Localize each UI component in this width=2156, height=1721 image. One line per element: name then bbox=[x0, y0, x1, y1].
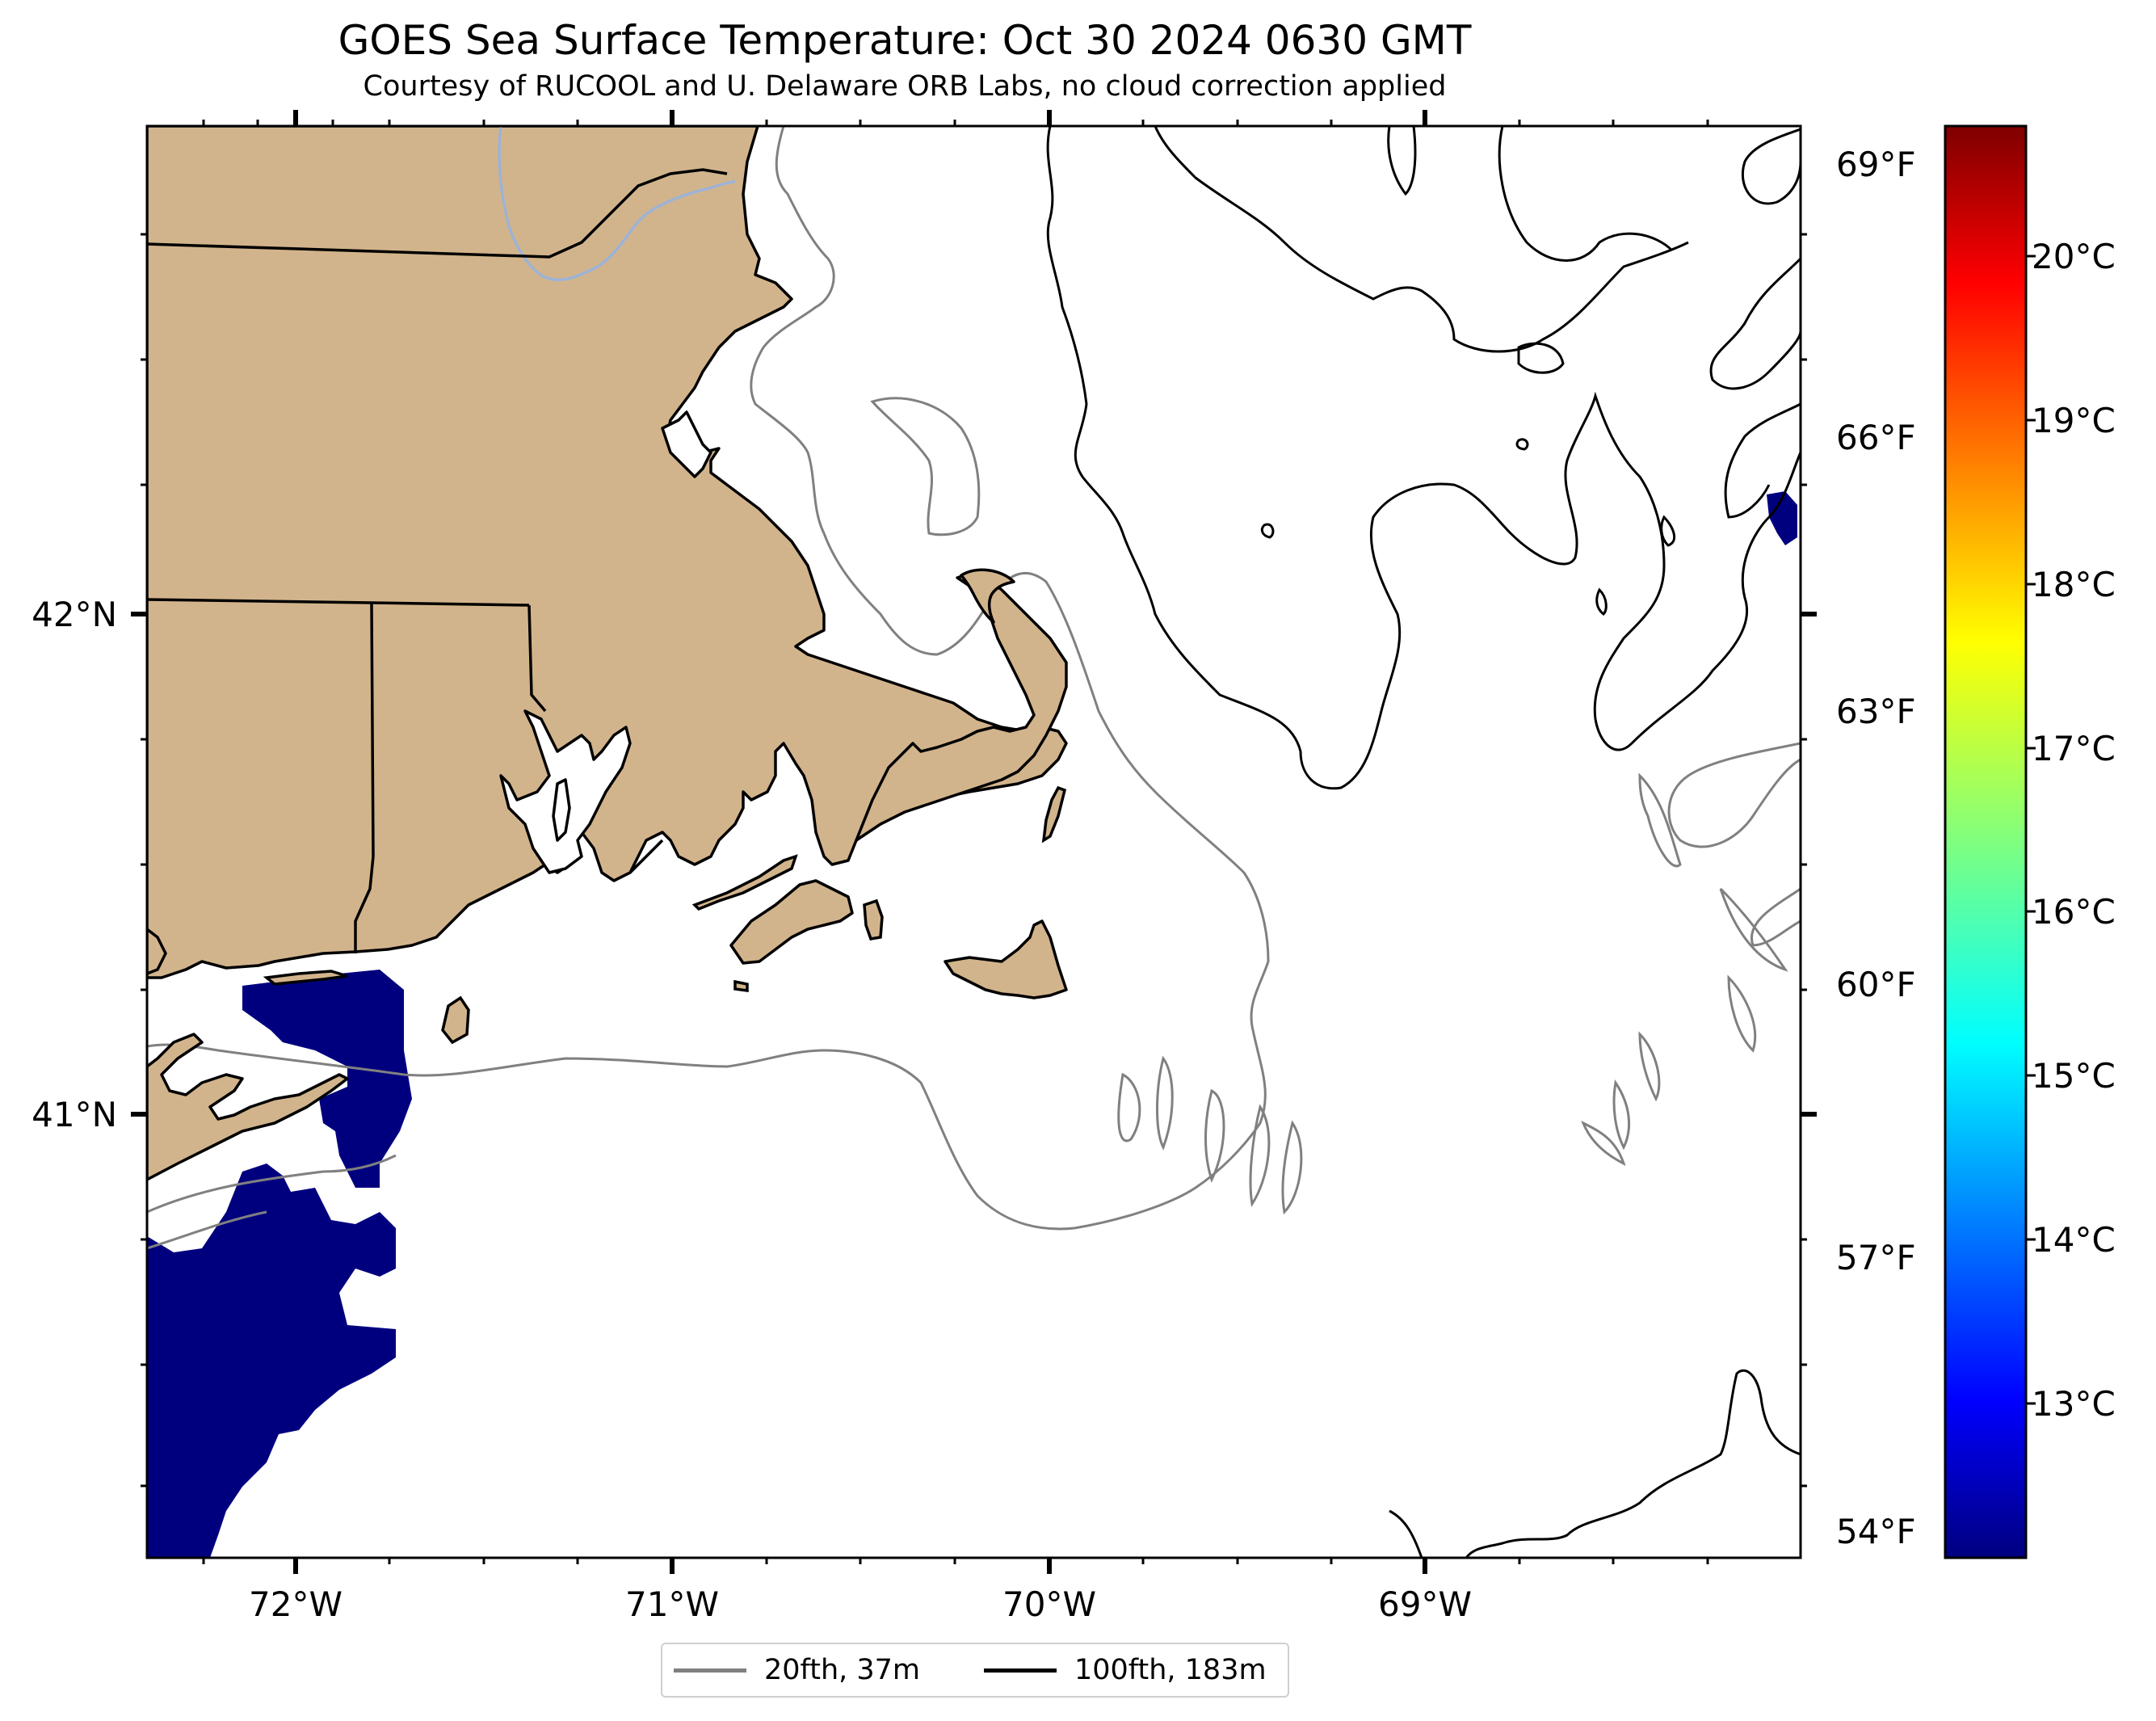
colorbar: 20°C 19°C 18°C 17°C 16°C 15°C 14°C 13°C bbox=[1944, 124, 2116, 1559]
lon-label-69w: 69°W bbox=[1378, 1584, 1472, 1624]
degf-label-69: 69°F bbox=[1836, 145, 1916, 184]
lon-label-72w: 72°W bbox=[249, 1584, 343, 1624]
contour-20fth bbox=[147, 126, 1801, 1250]
legend-label-100fth: 100fth, 183m bbox=[1074, 1654, 1267, 1686]
sst-pixels-south bbox=[147, 1163, 396, 1558]
state-boundaries bbox=[147, 168, 728, 953]
map-area bbox=[147, 126, 1801, 1558]
legend: 20fth, 37m 100fth, 183m bbox=[661, 1643, 1289, 1698]
map-subtitle: Courtesy of RUCOOL and U. Delaware ORB L… bbox=[363, 70, 1447, 103]
land-cape-hook bbox=[960, 568, 1015, 624]
boston-harbor bbox=[661, 410, 712, 478]
connecticut-river bbox=[498, 126, 736, 282]
fahrenheit-scale: 69°F 66°F 63°F 60°F 57°F 54°F bbox=[1836, 145, 1916, 1551]
degc-label-19: 19°C bbox=[2032, 401, 2116, 440]
land-small-island bbox=[733, 979, 749, 992]
degc-label-17: 17°C bbox=[2032, 729, 2116, 768]
degc-label-16: 16°C bbox=[2032, 892, 2116, 932]
land-nantucket bbox=[944, 919, 1068, 999]
degc-label-14: 14°C bbox=[2032, 1220, 2116, 1260]
bays bbox=[499, 410, 712, 874]
legend-line-black bbox=[984, 1668, 1057, 1673]
degf-label-66: 66°F bbox=[1836, 418, 1916, 457]
axis-ticks bbox=[131, 110, 1817, 1574]
land-chappaquiddick bbox=[863, 898, 884, 940]
map-frame bbox=[145, 124, 1802, 1559]
bay-island-a bbox=[552, 778, 571, 842]
degf-label-57: 57°F bbox=[1836, 1238, 1916, 1277]
lat-label-42n: 42°N bbox=[32, 595, 117, 634]
land-monomoy bbox=[1041, 785, 1067, 844]
land-elizabeth-islands bbox=[691, 854, 798, 911]
sst-pixels-east-patch bbox=[1767, 491, 1797, 545]
land-cape-cod bbox=[855, 572, 1068, 842]
sst-cold-pixels bbox=[147, 491, 1797, 1558]
sst-pixels-long-island-sound bbox=[242, 970, 412, 1188]
land-marthas-vineyard bbox=[729, 879, 854, 965]
degc-label-13: 13°C bbox=[2032, 1384, 2116, 1424]
land bbox=[147, 126, 1068, 1181]
degc-label-15: 15°C bbox=[2032, 1056, 2116, 1096]
lon-label-70w: 70°W bbox=[1002, 1584, 1096, 1624]
land-ny-ct-shore bbox=[147, 927, 167, 975]
lon-label-71w: 71°W bbox=[625, 1584, 719, 1624]
land-long-island bbox=[147, 1033, 349, 1181]
legend-item-20fth: 20fth, 37m bbox=[674, 1644, 920, 1696]
legend-label-20fth: 20fth, 37m bbox=[764, 1654, 921, 1686]
degc-label-18: 18°C bbox=[2032, 565, 2116, 604]
map-title: GOES Sea Surface Temperature: Oct 30 202… bbox=[338, 17, 1472, 64]
degf-label-63: 63°F bbox=[1836, 692, 1916, 731]
legend-line-gray bbox=[674, 1668, 746, 1673]
lat-label-41n: 41°N bbox=[32, 1095, 117, 1134]
degf-label-60: 60°F bbox=[1836, 965, 1916, 1004]
land-fishers-island bbox=[263, 970, 348, 986]
degc-label-20: 20°C bbox=[2032, 237, 2116, 276]
degf-label-54: 54°F bbox=[1836, 1512, 1916, 1551]
contour-100fth bbox=[1046, 126, 1801, 1558]
buzzards-bay-shore bbox=[628, 839, 664, 874]
land-block-island bbox=[441, 995, 470, 1045]
legend-item-100fth: 100fth, 183m bbox=[984, 1644, 1267, 1696]
colorbar-gradient bbox=[1944, 124, 2028, 1559]
